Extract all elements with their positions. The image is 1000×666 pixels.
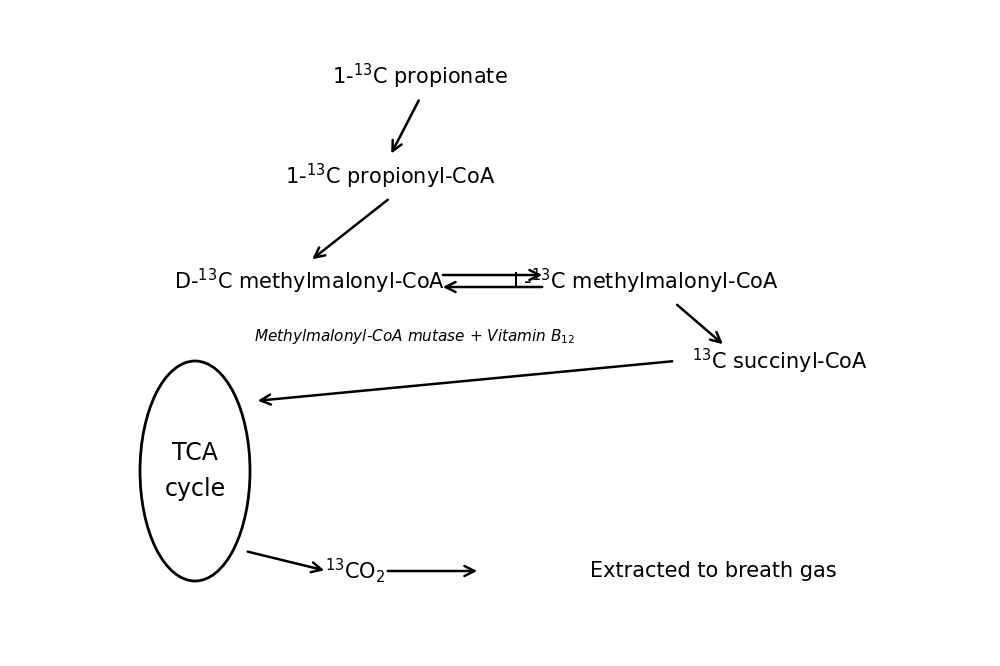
Text: TCA
cycle: TCA cycle (164, 442, 226, 501)
Text: 1-$^{13}$C propionyl-CoA: 1-$^{13}$C propionyl-CoA (285, 161, 495, 190)
Text: $^{13}$C succinyl-CoA: $^{13}$C succinyl-CoA (692, 346, 868, 376)
Text: $\mathit{Methylmalonyl}$-$\mathit{CoA\ mutase}$ + $\mathit{Vitamin\ B}_{12}$: $\mathit{Methylmalonyl}$-$\mathit{CoA\ m… (254, 326, 575, 346)
Text: 1-$^{13}$C propionate: 1-$^{13}$C propionate (332, 61, 508, 91)
Text: D-$^{13}$C methylmalonyl-CoA: D-$^{13}$C methylmalonyl-CoA (174, 266, 446, 296)
Text: Extracted to breath gas: Extracted to breath gas (590, 561, 837, 581)
Text: $^{13}$CO$_2$: $^{13}$CO$_2$ (325, 557, 385, 585)
Text: L-$^{13}$C methylmalonyl-CoA: L-$^{13}$C methylmalonyl-CoA (512, 266, 778, 296)
